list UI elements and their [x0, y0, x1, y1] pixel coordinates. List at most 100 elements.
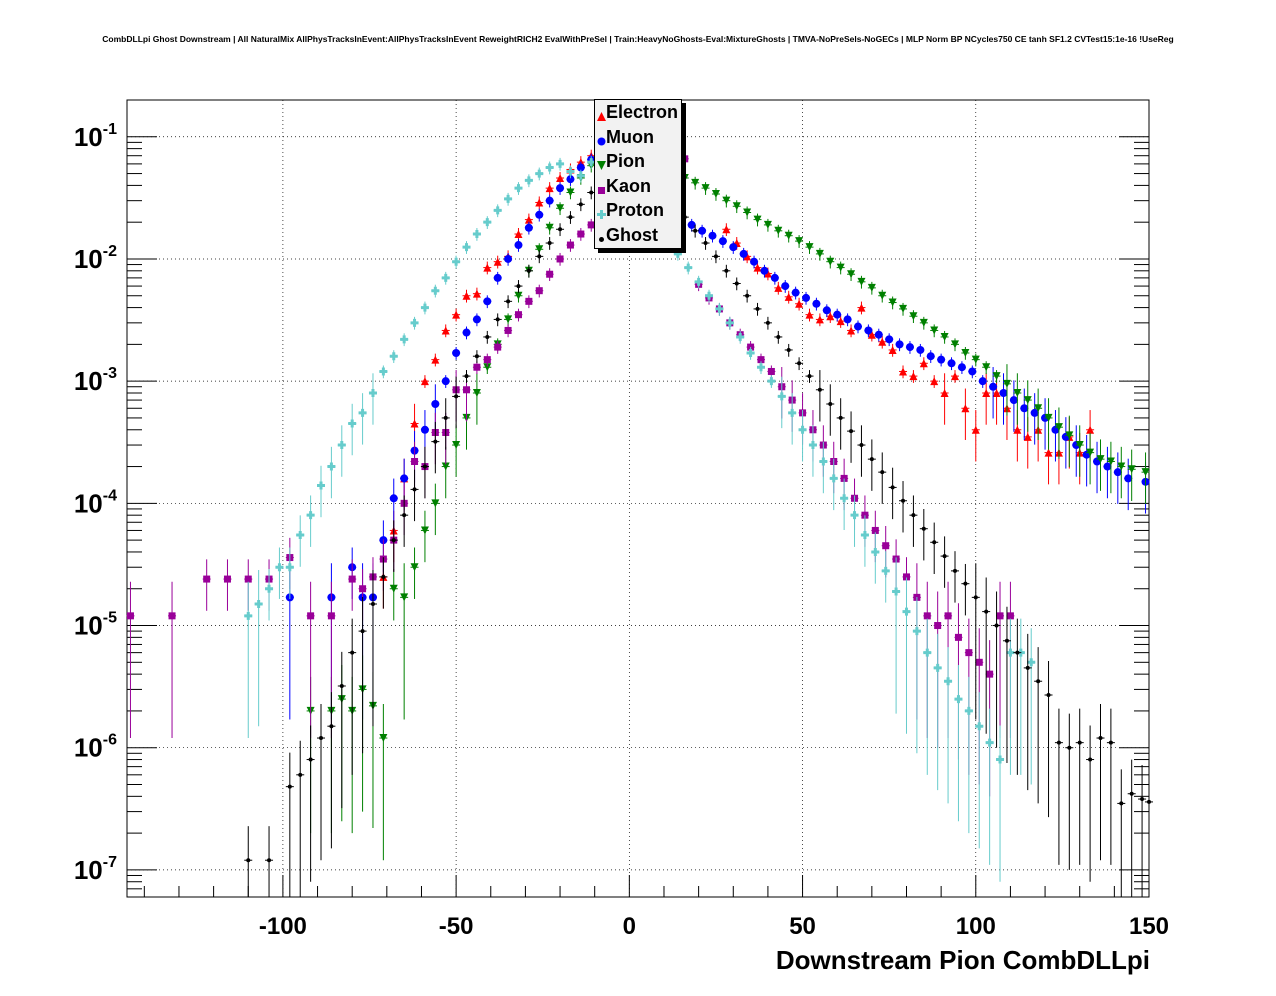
data-point: [493, 206, 502, 215]
data-point: [1025, 665, 1030, 670]
data-point: [944, 677, 953, 686]
data-point: [400, 335, 409, 344]
data-point: [411, 457, 419, 465]
data-point: [942, 554, 947, 559]
data-point: [1086, 425, 1095, 434]
data-point: [909, 372, 918, 381]
data-point: [857, 277, 866, 286]
data-point: [878, 337, 887, 346]
data-point: [420, 425, 429, 434]
legend-item-kaon: Kaon: [595, 175, 681, 199]
y-tick-label: 10-5: [74, 610, 117, 641]
data-point: [805, 243, 814, 252]
data-point: [493, 273, 502, 282]
legend-label: Kaon: [606, 175, 651, 196]
data-point: [899, 367, 908, 376]
data-point: [516, 284, 521, 289]
data-point: [1096, 455, 1105, 464]
legend-label: Pion: [606, 151, 645, 171]
data-point: [535, 245, 544, 254]
data-point: [975, 658, 983, 666]
data-point: [1013, 425, 1022, 434]
data-point: [420, 377, 429, 386]
data-point: [961, 404, 970, 413]
data-point: [285, 563, 294, 572]
data-point: [888, 298, 897, 307]
data-point: [805, 310, 814, 319]
x-tick-label: 50: [789, 913, 816, 940]
data-point: [504, 315, 513, 324]
data-point: [389, 352, 398, 361]
data-point: [1117, 462, 1126, 471]
data-point: [1046, 693, 1051, 698]
data-point: [878, 291, 887, 300]
data-point: [267, 858, 272, 863]
data-point: [350, 650, 355, 655]
data-point: [902, 573, 910, 581]
data-point: [691, 178, 700, 187]
data-point: [483, 297, 492, 306]
data-point: [819, 457, 828, 466]
legend-marker: [597, 133, 606, 145]
data-point: [556, 159, 565, 168]
data-point: [525, 297, 533, 305]
data-point: [1027, 658, 1036, 667]
data-point: [298, 772, 303, 777]
data-point: [753, 263, 762, 272]
data-point: [743, 252, 752, 261]
data-point: [763, 269, 772, 278]
data-point: [940, 332, 949, 341]
data-point: [992, 388, 1001, 397]
data-point: [1106, 457, 1115, 466]
data-point: [524, 176, 533, 185]
data-point: [556, 173, 565, 182]
data-point: [815, 249, 824, 258]
data-point: [589, 190, 594, 195]
data-point: [576, 171, 585, 180]
data-point: [306, 511, 315, 520]
data-point: [1088, 757, 1093, 762]
data-point: [715, 304, 724, 313]
data-point: [568, 215, 573, 220]
data-point: [986, 670, 994, 678]
data-point: [932, 540, 937, 545]
data-point: [822, 306, 831, 315]
data-point: [1127, 465, 1136, 474]
data-point: [973, 595, 978, 600]
data-point: [826, 257, 835, 266]
data-point: [431, 499, 440, 508]
legend-item-ghost: Ghost: [595, 224, 681, 248]
data-point: [1030, 408, 1039, 417]
data-point: [556, 255, 564, 263]
data-point: [890, 485, 895, 490]
data-point: [681, 155, 689, 163]
data-point: [923, 648, 932, 657]
data-point: [441, 377, 450, 386]
data-point: [504, 254, 513, 263]
x-tick-label: 150: [1129, 913, 1169, 940]
data-point: [739, 249, 748, 258]
data-point: [777, 392, 786, 401]
data-point: [359, 585, 367, 593]
data-point: [420, 526, 429, 535]
data-point: [337, 441, 346, 450]
data-point: [957, 363, 966, 372]
data-point: [483, 363, 492, 372]
data-point: [815, 315, 824, 324]
x-axis-label: Downstream Pion CombDLLpi: [775, 945, 1150, 975]
data-point: [705, 291, 714, 300]
data-point: [1023, 432, 1032, 441]
data-point: [885, 335, 894, 344]
data-point: [168, 612, 176, 620]
data-point: [1054, 423, 1063, 432]
data-point: [947, 359, 956, 368]
data-point: [535, 287, 543, 295]
data-point: [244, 575, 252, 583]
data-point: [871, 526, 879, 534]
data-point: [368, 388, 377, 397]
data-point: [1044, 448, 1053, 457]
data-point: [535, 210, 544, 219]
data-point: [558, 227, 563, 232]
data-point: [880, 470, 885, 475]
data-point: [982, 363, 991, 372]
